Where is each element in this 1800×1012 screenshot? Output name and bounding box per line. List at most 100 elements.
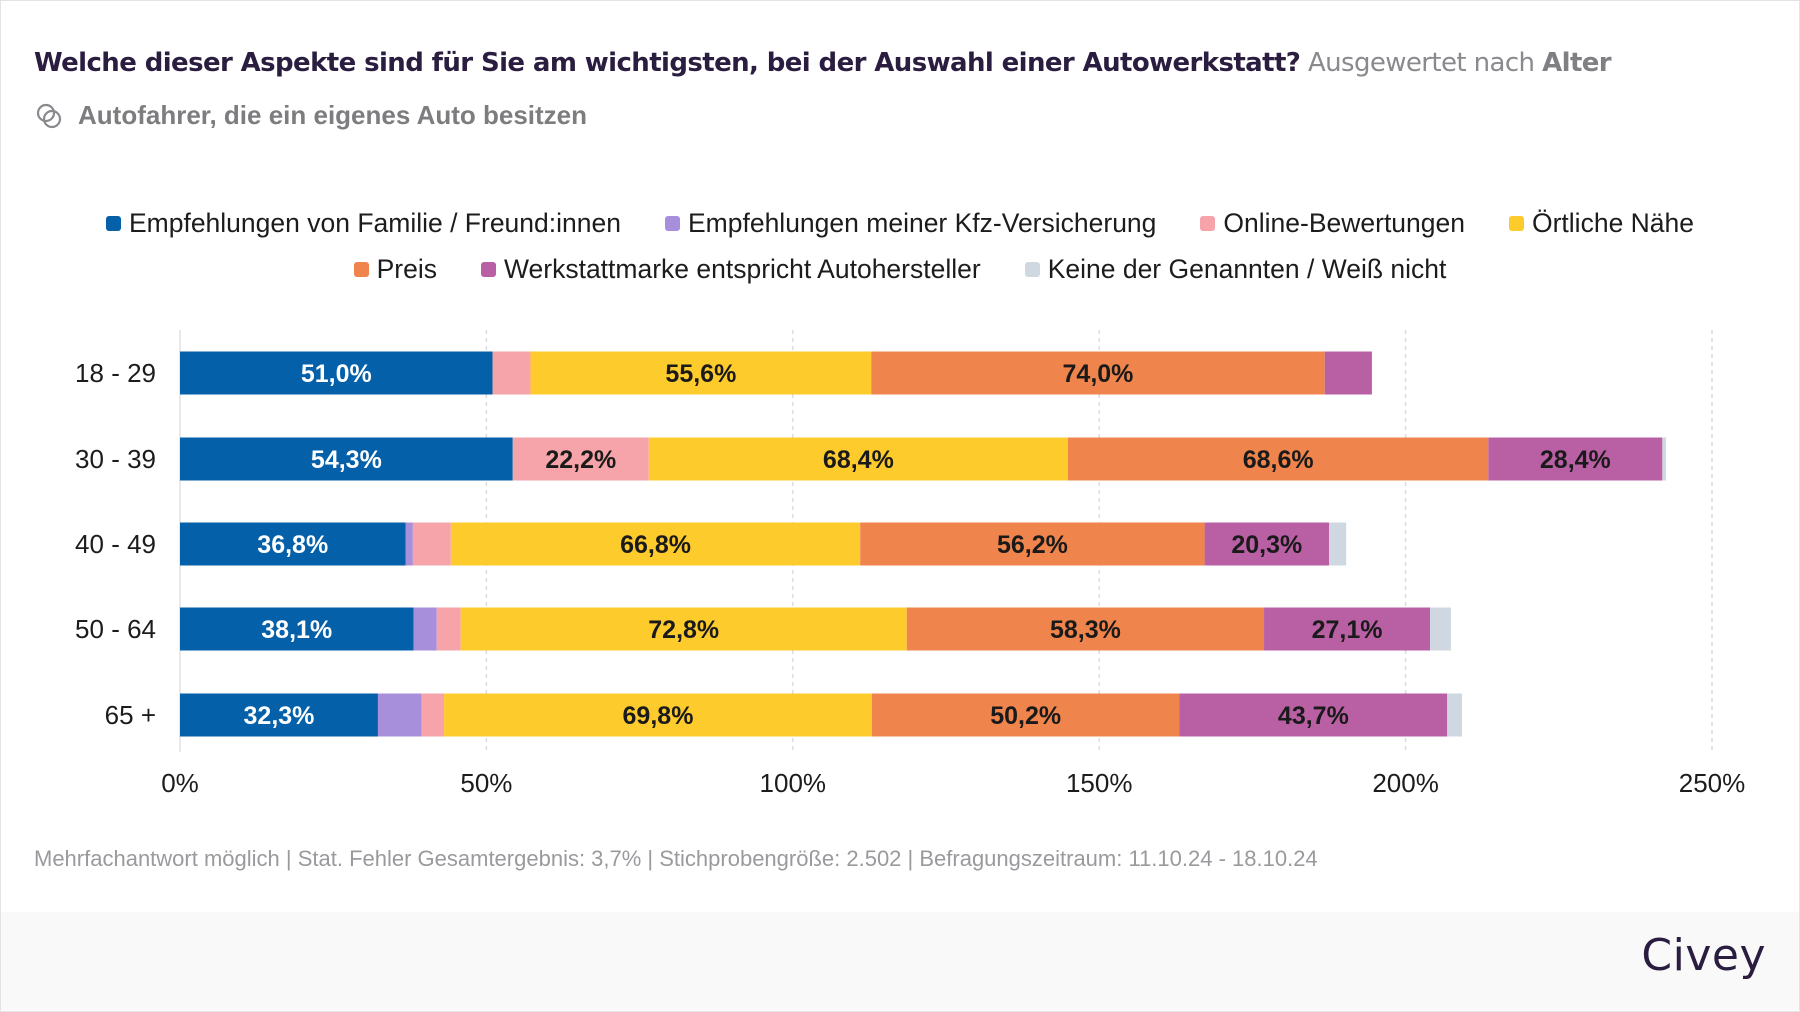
legend-swatch — [1024, 261, 1040, 277]
legend-label: Werkstattmarke entspricht Autohersteller — [503, 253, 981, 284]
evaluated-prefix: Ausgewertet nach — [1307, 48, 1535, 78]
legend-swatch — [1200, 215, 1216, 231]
category-label: 50 - 64 — [75, 614, 156, 644]
legend-label: Online-Bewertungen — [1223, 207, 1465, 238]
data-label: 27,1% — [1312, 616, 1383, 644]
bar-segment — [460, 607, 907, 651]
bar-segment — [421, 693, 445, 737]
legend-item[interactable]: Preis — [353, 253, 437, 285]
evaluated-by-text: Ausgewertet nach Alter — [1307, 48, 1612, 78]
category-label: 30 - 39 — [75, 444, 156, 474]
legend-swatch — [664, 215, 680, 231]
legend-swatch — [1509, 215, 1524, 231]
civey-logo: Civey — [1641, 930, 1766, 981]
legend-item[interactable]: Empfehlungen meiner Kfz-Versicherung — [664, 207, 1157, 239]
legend-label: Empfehlungen von Familie / Freund:innen — [128, 207, 621, 238]
category-label: 40 - 49 — [75, 529, 156, 559]
bar-segment — [648, 437, 1068, 481]
data-label: 56,2% — [997, 531, 1068, 559]
data-label: 68,6% — [1243, 446, 1314, 474]
chart-title: Welche dieser Aspekte sind für Sie am wi… — [34, 48, 1612, 78]
evaluated-by-value: Alter — [1542, 48, 1612, 78]
x-tick-label: 0% — [161, 768, 199, 798]
bar-segment — [180, 522, 406, 566]
x-tick-label: 100% — [760, 768, 827, 798]
bar-segment — [530, 351, 872, 395]
data-label: 68,4% — [823, 446, 894, 474]
bar-segment — [512, 437, 649, 481]
x-tick-label: 200% — [1372, 768, 1439, 798]
data-label: 22,2% — [545, 446, 616, 474]
data-label: 51,0% — [301, 360, 372, 388]
bar-segment — [180, 351, 493, 395]
footer-bar — [1, 912, 1799, 1010]
legend-swatch — [353, 261, 369, 277]
bar-segment — [860, 522, 1205, 566]
bar-segment — [412, 522, 451, 566]
bar-segment — [1324, 351, 1372, 395]
data-label: 74,0% — [1063, 360, 1134, 388]
legend-swatch — [105, 215, 121, 231]
bar-segment — [1204, 522, 1329, 566]
legend-swatch — [480, 261, 496, 277]
bar-segment — [871, 351, 1325, 395]
data-label: 28,4% — [1540, 446, 1611, 474]
bar-segment — [180, 437, 513, 481]
bar-segment — [492, 351, 531, 395]
bar-segment — [450, 522, 861, 566]
data-label: 69,8% — [623, 702, 694, 730]
x-tick-label: 250% — [1679, 768, 1746, 798]
legend-item[interactable]: Werkstattmarke entspricht Autohersteller — [480, 253, 981, 285]
category-label: 65 + — [105, 700, 156, 730]
question-text: Welche dieser Aspekte sind für Sie am wi… — [34, 48, 1301, 78]
bar-segment — [1329, 522, 1347, 566]
bar-segment — [1179, 693, 1448, 737]
chart-legend: Empfehlungen von Familie / Freund:innen E… — [0, 200, 1800, 292]
population-subtitle: Autofahrer, die ein eigenes Auto besitze… — [34, 100, 587, 131]
legend-item[interactable]: Empfehlungen von Familie / Freund:innen — [105, 207, 621, 239]
legend-label: Keine der Genannten / Weiß nicht — [1047, 253, 1447, 284]
overlapping-circles-icon — [36, 103, 62, 128]
data-label: 50,2% — [990, 702, 1061, 730]
population-text: Autofahrer, die ein eigenes Auto besitze… — [78, 100, 588, 130]
bar-segment — [1662, 437, 1667, 481]
data-label: 43,7% — [1278, 702, 1349, 730]
legend-label: Örtliche Nähe — [1532, 207, 1695, 238]
data-label: 36,8% — [257, 531, 328, 559]
data-label: 38,1% — [261, 616, 332, 644]
data-label: 58,3% — [1050, 616, 1121, 644]
data-label: 72,8% — [648, 616, 719, 644]
x-tick-label: 50% — [460, 768, 512, 798]
bar-segment — [1488, 437, 1663, 481]
legend-label: Empfehlungen meiner Kfz-Versicherung — [687, 207, 1157, 238]
bar-segment — [1067, 437, 1489, 481]
bar-segment — [1430, 607, 1451, 651]
data-label: 66,8% — [620, 531, 691, 559]
bar-segment — [405, 522, 413, 566]
legend-item[interactable]: Keine der Genannten / Weiß nicht — [1024, 253, 1447, 285]
bar-segment — [1264, 607, 1431, 651]
data-label: 55,6% — [665, 360, 736, 388]
bar-segment — [180, 693, 378, 737]
x-tick-label: 150% — [1066, 768, 1133, 798]
legend-row: Preis Werkstattmarke entspricht Autoherst… — [0, 246, 1800, 292]
bar-segment — [1447, 693, 1462, 737]
bar-segment — [906, 607, 1265, 651]
data-label: 20,3% — [1231, 531, 1302, 559]
bar-segment — [377, 693, 422, 737]
legend-item[interactable]: Örtliche Nähe — [1509, 208, 1694, 239]
bar-segment — [436, 607, 461, 651]
legend-row: Empfehlungen von Familie / Freund:innen E… — [0, 200, 1800, 246]
data-label: 32,3% — [244, 702, 315, 730]
data-label: 54,3% — [311, 446, 382, 474]
bar-segment — [871, 693, 1180, 737]
bar-segment — [413, 607, 437, 651]
legend-label: Preis — [376, 253, 437, 284]
legend-item[interactable]: Online-Bewertungen — [1200, 208, 1465, 239]
footnote: Mehrfachantwort möglich | Stat. Fehler G… — [34, 846, 1318, 871]
category-label: 18 - 29 — [75, 358, 156, 388]
bar-segment — [444, 693, 872, 737]
bar-segment — [180, 607, 414, 651]
